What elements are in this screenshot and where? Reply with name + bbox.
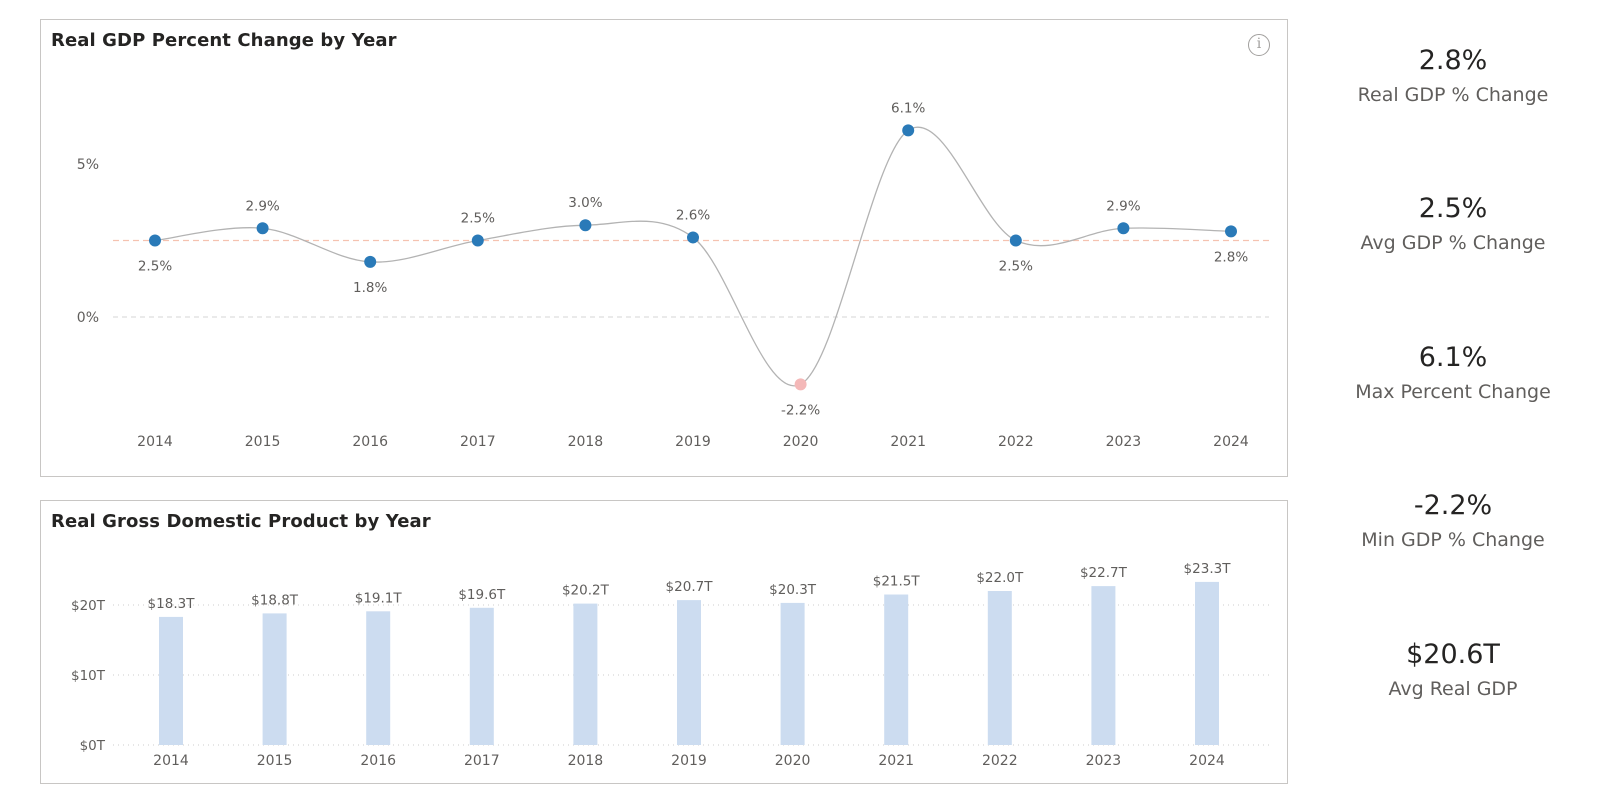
data-label: $19.6T <box>458 587 506 603</box>
x-tick-label: 2024 <box>1213 434 1249 450</box>
bar <box>469 607 494 745</box>
data-label: $20.3T <box>769 582 817 598</box>
x-tick-label: 2020 <box>775 753 811 769</box>
data-label: $18.8T <box>251 592 299 608</box>
bar <box>1195 581 1219 745</box>
bar <box>159 616 183 745</box>
data-label: $20.2T <box>562 583 610 599</box>
kpi-label: Avg GDP % Change <box>1360 232 1546 254</box>
kpi-label: Real GDP % Change <box>1357 84 1549 106</box>
x-tick-label: 2022 <box>982 753 1018 769</box>
series-line <box>154 126 1232 387</box>
data-point <box>579 219 592 232</box>
data-label: 1.8% <box>353 280 387 296</box>
bar <box>573 603 598 745</box>
bar <box>1091 586 1116 745</box>
data-label: $18.3T <box>148 596 196 612</box>
data-label: -2.2% <box>781 402 820 418</box>
data-point <box>1225 225 1237 238</box>
data-label: $23.3T <box>1184 561 1232 577</box>
data-point <box>149 234 161 247</box>
y-tick-label: $10T <box>71 668 106 684</box>
kpi-value: -2.2% <box>1413 490 1493 521</box>
x-tick-label: 2015 <box>245 434 281 450</box>
data-label: $22.0T <box>976 570 1024 586</box>
data-label: 2.8% <box>1214 249 1248 265</box>
data-point <box>687 231 699 244</box>
line-chart-title: Real GDP Percent Change by Year <box>51 30 397 51</box>
real-gdp-card: Real Gross Domestic Product by Year $0T $… <box>40 500 1288 784</box>
bar <box>262 613 287 745</box>
x-tick-label: 2018 <box>568 753 604 769</box>
x-tick-label: 2019 <box>675 434 711 450</box>
line-chart: 0% 5% 2.5% 2014 2.9% 2015 1.8% 2016 2.5% 2017 3.0%… <box>77 100 1269 450</box>
x-tick-label: 2021 <box>890 434 926 450</box>
data-label: 2.5% <box>461 211 495 227</box>
kpi-avg-gdp-change: 2.5% Avg GDP % Change <box>1348 193 1558 257</box>
kpi-value: 2.8% <box>1418 45 1488 76</box>
x-tick-label: 2014 <box>137 434 173 450</box>
kpi-min-gdp-change: -2.2% Min GDP % Change <box>1348 490 1558 554</box>
data-label: 3.0% <box>568 195 602 211</box>
kpi-label: Min GDP % Change <box>1361 529 1545 551</box>
x-tick-label: 2017 <box>464 753 500 769</box>
x-tick-label: 2023 <box>1086 753 1122 769</box>
x-tick-label: 2014 <box>153 753 189 769</box>
x-tick-label: 2015 <box>257 753 293 769</box>
kpi-avg-real-gdp: $20.6T Avg Real GDP <box>1348 639 1558 703</box>
bar-chart-title: Real Gross Domestic Product by Year <box>51 511 431 532</box>
data-point <box>1117 222 1130 235</box>
kpi-value: 6.1% <box>1418 342 1488 373</box>
bar <box>677 600 701 745</box>
kpi-max-percent-change: 6.1% Max Percent Change <box>1348 342 1558 406</box>
data-label: 2.9% <box>1106 198 1140 214</box>
x-tick-label: 2018 <box>568 434 604 450</box>
x-tick-label: 2024 <box>1189 753 1225 769</box>
kpi-label: Avg Real GDP <box>1388 678 1518 700</box>
data-label: $22.7T <box>1080 565 1128 581</box>
bar <box>987 591 1012 745</box>
x-tick-label: 2021 <box>878 753 914 769</box>
gdp-percent-change-card: Real GDP Percent Change by Year i 0% 5% 2.… <box>40 19 1288 477</box>
data-point <box>794 378 807 391</box>
data-label: $20.7T <box>666 579 714 595</box>
data-point <box>256 222 269 235</box>
x-tick-label: 2022 <box>998 434 1034 450</box>
data-point <box>364 255 377 268</box>
y-tick-label: $20T <box>71 598 106 614</box>
bar <box>366 611 391 745</box>
data-label: 2.5% <box>999 259 1033 275</box>
data-point <box>1009 234 1022 247</box>
kpi-label: Max Percent Change <box>1355 381 1551 403</box>
info-icon[interactable]: i <box>1248 34 1270 56</box>
kpi-value: 2.5% <box>1418 193 1488 224</box>
data-label: 2.5% <box>138 259 172 275</box>
x-tick-label: 2016 <box>352 434 388 450</box>
data-point <box>471 234 484 247</box>
x-tick-label: 2019 <box>671 753 707 769</box>
data-point <box>902 124 915 137</box>
y-tick-label: 5% <box>77 157 99 173</box>
x-tick-label: 2016 <box>360 753 396 769</box>
data-label: $21.5T <box>873 574 921 590</box>
kpi-real-gdp-change: 2.8% Real GDP % Change <box>1348 45 1558 109</box>
data-label: 2.6% <box>676 207 710 223</box>
bar <box>780 602 805 745</box>
x-tick-label: 2017 <box>460 434 496 450</box>
data-label: $19.1T <box>355 590 403 606</box>
kpi-value: $20.6T <box>1406 639 1500 670</box>
x-tick-label: 2020 <box>783 434 819 450</box>
x-tick-label: 2023 <box>1106 434 1142 450</box>
bar <box>884 594 909 745</box>
bar-chart: $0T $10T $20T $18.3T 2014 $18.8T 2015 $19.1T 201… <box>71 561 1269 769</box>
y-tick-label: $0T <box>80 738 106 754</box>
data-label: 6.1% <box>891 100 925 116</box>
data-label: 2.9% <box>245 198 279 214</box>
y-tick-label: 0% <box>77 310 99 326</box>
